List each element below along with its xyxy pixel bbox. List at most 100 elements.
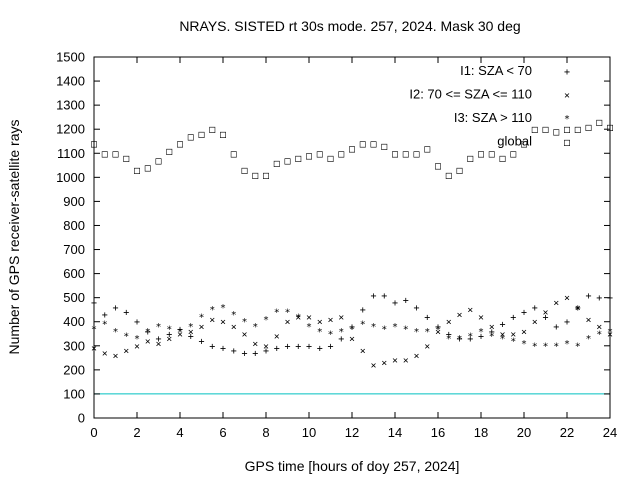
data-point: × — [521, 327, 527, 338]
data-point: * — [575, 341, 581, 352]
data-point: × — [209, 315, 215, 326]
data-point: × — [510, 329, 516, 340]
data-point: □ — [413, 149, 419, 160]
data-point: × — [145, 336, 151, 347]
data-point: □ — [381, 142, 387, 153]
data-point: □ — [317, 149, 323, 160]
data-point: □ — [295, 154, 301, 165]
data-point: □ — [370, 139, 376, 150]
x-tick-label: 8 — [262, 425, 269, 440]
data-point: × — [403, 356, 409, 367]
data-point: □ — [575, 125, 581, 136]
data-point: × — [349, 334, 355, 345]
data-point: + — [446, 329, 452, 340]
y-tick-label: 200 — [63, 362, 85, 377]
data-point: × — [102, 349, 108, 360]
y-tick-label: 300 — [63, 338, 85, 353]
data-point: * — [403, 324, 409, 335]
y-tick-label: 900 — [63, 194, 85, 209]
y-tick-label: 700 — [63, 242, 85, 257]
series-3-points: * * * * * * * * * * * * * * * * * * * * * * * * * * * * * * * * * * * * * * * *… — [91, 303, 613, 353]
data-point: □ — [446, 170, 452, 181]
x-tick-label: 12 — [345, 425, 359, 440]
x-axis-title: GPS time [hours of doy 257, 2024] — [245, 458, 460, 474]
data-point: * — [327, 329, 333, 340]
data-point: × — [532, 317, 538, 328]
x-tick-label: 14 — [388, 425, 402, 440]
data-point: □ — [596, 117, 602, 128]
data-point: + — [478, 332, 484, 343]
data-point: × — [392, 356, 398, 367]
data-point: + — [123, 308, 129, 319]
data-point: * — [585, 334, 591, 345]
legend-label: I3: SZA > 110 — [454, 110, 532, 125]
data-point: * — [317, 327, 323, 338]
data-point: + — [252, 349, 258, 360]
data-point: * — [360, 320, 366, 331]
data-point: + — [542, 312, 548, 323]
y-tick-label: 100 — [63, 386, 85, 401]
data-point: × — [413, 351, 419, 362]
data-point: * — [510, 336, 516, 347]
data-point: + — [102, 310, 108, 321]
data-point: □ — [553, 127, 559, 138]
data-point: * — [274, 308, 280, 319]
data-point: □ — [349, 144, 355, 155]
data-point: □ — [306, 151, 312, 162]
x-tick-label: 6 — [219, 425, 226, 440]
y-tick-label: 0 — [78, 411, 85, 426]
data-point: × — [424, 341, 430, 352]
data-point: □ — [231, 149, 237, 160]
data-point: × — [134, 341, 140, 352]
x-tick-label: 20 — [517, 425, 531, 440]
x-tick-label: 22 — [560, 425, 574, 440]
data-point: * — [553, 341, 559, 352]
y-axis-title: Number of GPS receiver-satellite rays — [6, 120, 22, 355]
data-point: □ — [220, 130, 226, 141]
data-point: × — [467, 305, 473, 316]
data-point: × — [499, 329, 505, 340]
data-point: * — [209, 305, 215, 316]
data-point: × — [155, 339, 161, 350]
data-point: * — [102, 320, 108, 331]
x-tick-label: 24 — [603, 425, 617, 440]
data-point: * — [306, 322, 312, 333]
data-point: + — [231, 346, 237, 357]
data-point: □ — [521, 139, 527, 150]
data-point: * — [231, 310, 237, 321]
data-point: * — [521, 339, 527, 350]
legend-symbol: * — [564, 114, 570, 125]
data-point: + — [166, 329, 172, 340]
legend-symbol: × — [564, 91, 570, 102]
data-point: × — [284, 317, 290, 328]
y-tick-label: 800 — [63, 218, 85, 233]
data-point: * — [435, 324, 441, 335]
data-point: × — [274, 332, 280, 343]
data-point: × — [370, 361, 376, 372]
data-point: * — [370, 322, 376, 333]
data-point: □ — [564, 125, 570, 136]
data-point: * — [177, 327, 183, 338]
data-point: □ — [241, 166, 247, 177]
data-point: + — [306, 341, 312, 352]
data-point: × — [112, 351, 118, 362]
data-point: * — [338, 327, 344, 338]
data-point: + — [403, 296, 409, 307]
data-point: □ — [209, 125, 215, 136]
data-point: + — [413, 303, 419, 314]
data-point: □ — [123, 154, 129, 165]
data-point: × — [123, 346, 129, 357]
data-point: □ — [467, 154, 473, 165]
data-point: × — [252, 339, 258, 350]
data-point: × — [295, 312, 301, 323]
data-point: + — [134, 317, 140, 328]
data-point: × — [317, 317, 323, 328]
x-tick-label: 2 — [133, 425, 140, 440]
data-point: + — [392, 298, 398, 309]
data-point: * — [596, 329, 602, 340]
data-point: * — [155, 322, 161, 333]
series-1-points: + + + + + + + + + + + + + + + + + + + + + + + + + + + + + + + + + + + + + + + +… — [91, 291, 613, 360]
data-point: □ — [338, 149, 344, 160]
legend-label: global — [497, 134, 532, 149]
